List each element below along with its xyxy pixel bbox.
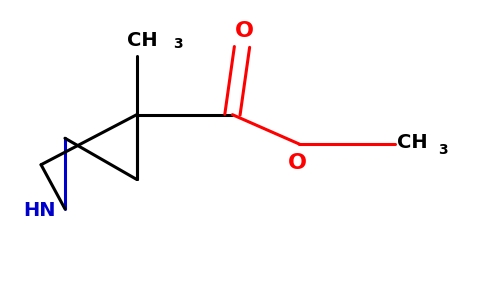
Text: 3: 3: [173, 38, 182, 51]
Text: 3: 3: [438, 143, 448, 157]
Text: CH: CH: [397, 133, 428, 152]
Text: O: O: [235, 21, 254, 41]
Text: CH: CH: [127, 31, 158, 50]
Text: O: O: [287, 153, 306, 173]
Text: HN: HN: [23, 201, 55, 220]
